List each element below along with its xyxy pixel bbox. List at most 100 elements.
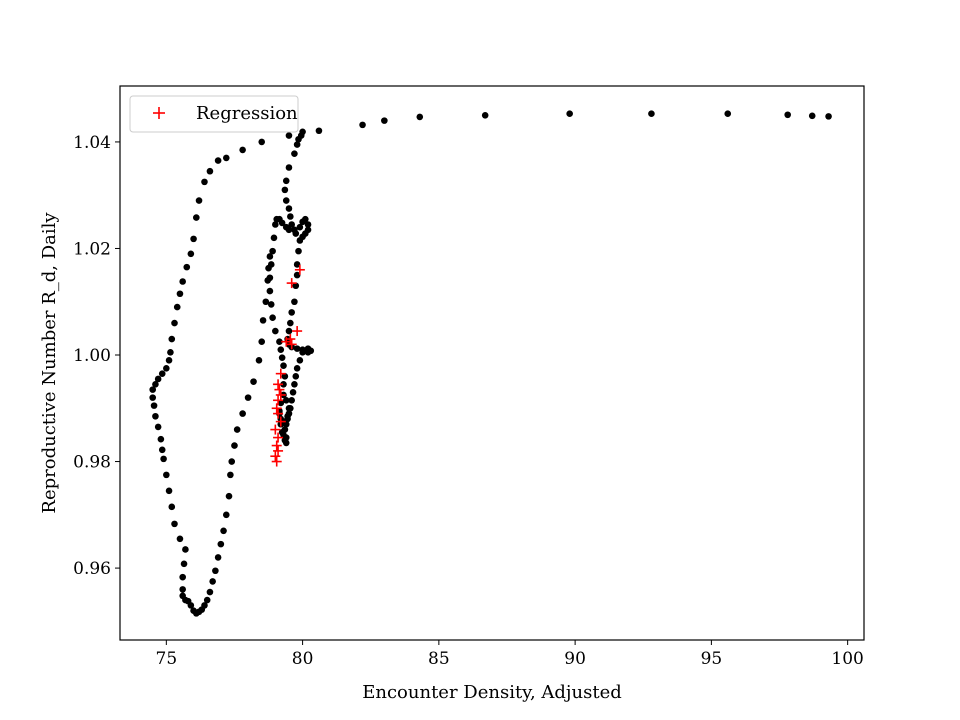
data-point (193, 214, 200, 221)
y-axis: 0.96 0.98 1.00 1.02 1.04 (73, 133, 120, 579)
data-point (167, 349, 174, 356)
data-point (206, 588, 214, 596)
data-point (281, 373, 289, 380)
data-point (288, 309, 295, 316)
data-point (292, 230, 300, 237)
data-point (272, 221, 279, 228)
data-point (292, 373, 300, 380)
x-tick-label: 75 (156, 649, 178, 669)
data-point (203, 596, 211, 604)
data-point (481, 111, 489, 119)
data-point (266, 287, 274, 295)
data-point (165, 487, 173, 495)
data-point (163, 471, 170, 479)
data-point (195, 197, 203, 204)
y-tick-label: 1.00 (73, 346, 111, 366)
x-axis: 75 80 85 90 95 100 (156, 640, 864, 669)
data-point (278, 428, 286, 436)
regression-point (270, 424, 281, 435)
data-point (277, 346, 285, 353)
data-point (258, 338, 266, 345)
data-point (201, 178, 208, 186)
data-point (176, 290, 184, 298)
data-point (285, 226, 293, 234)
data-point (152, 412, 159, 420)
data-point (154, 375, 162, 383)
data-point (165, 357, 173, 364)
data-point (287, 213, 294, 220)
data-point (179, 586, 186, 593)
y-axis-title: Reproductive Number R_d, Daily (39, 212, 60, 514)
legend: Regression (129, 95, 299, 133)
data-point (278, 354, 286, 361)
data-point (289, 388, 297, 396)
data-point (179, 592, 186, 600)
data-point (288, 221, 295, 228)
data-point (214, 157, 222, 164)
data-point (179, 278, 186, 285)
data-point (296, 357, 304, 364)
data-point (282, 197, 290, 204)
regression-point (286, 278, 297, 289)
x-axis-title: Encounter Density, Adjusted (362, 682, 622, 703)
data-point (179, 573, 186, 581)
data-point (228, 458, 236, 465)
data-point (416, 113, 424, 121)
regression-point (275, 389, 286, 400)
data-point (359, 121, 366, 129)
data-point (293, 365, 301, 372)
data-point (262, 298, 270, 306)
data-point (784, 111, 791, 119)
data-point (264, 277, 272, 284)
data-point (304, 221, 312, 228)
data-point (239, 410, 246, 417)
data-point (566, 110, 573, 117)
data-point (280, 362, 287, 369)
data-point (173, 303, 181, 311)
regression-point (275, 416, 286, 427)
data-point (281, 186, 289, 194)
data-point (220, 527, 227, 535)
data-point (183, 263, 191, 271)
data-point (296, 223, 304, 231)
data-point (381, 117, 388, 124)
data-point (150, 402, 158, 409)
x-tick-label: 85 (428, 649, 450, 669)
data-point (163, 365, 170, 372)
x-tick-label: 90 (564, 649, 586, 669)
y-tick-label: 1.04 (73, 133, 111, 153)
data-point (154, 423, 162, 431)
data-point (293, 141, 301, 148)
data-point (152, 381, 159, 388)
data-point (250, 378, 257, 385)
data-point (299, 349, 306, 356)
data-point (295, 247, 302, 255)
data-point (293, 271, 301, 279)
data-point (724, 110, 732, 117)
data-point (190, 607, 197, 615)
data-point (269, 247, 276, 255)
data-point (285, 205, 293, 212)
data-point (272, 327, 279, 335)
data-point (269, 314, 276, 322)
data-point (277, 399, 285, 407)
regression-point (292, 326, 303, 337)
regression-point (281, 336, 292, 347)
data-point (182, 546, 189, 553)
regression-point (274, 384, 285, 395)
data-point (285, 404, 293, 412)
regression-point (294, 264, 305, 275)
data-point (315, 127, 323, 135)
data-point (190, 235, 197, 243)
data-point (158, 446, 166, 454)
data-point (217, 540, 225, 548)
regression-point (271, 403, 282, 414)
data-point (227, 471, 234, 479)
data-point (270, 234, 278, 242)
data-point (206, 167, 214, 175)
data-point (287, 319, 294, 327)
data-point (280, 381, 287, 388)
data-point (258, 138, 266, 146)
data-point (282, 434, 290, 441)
